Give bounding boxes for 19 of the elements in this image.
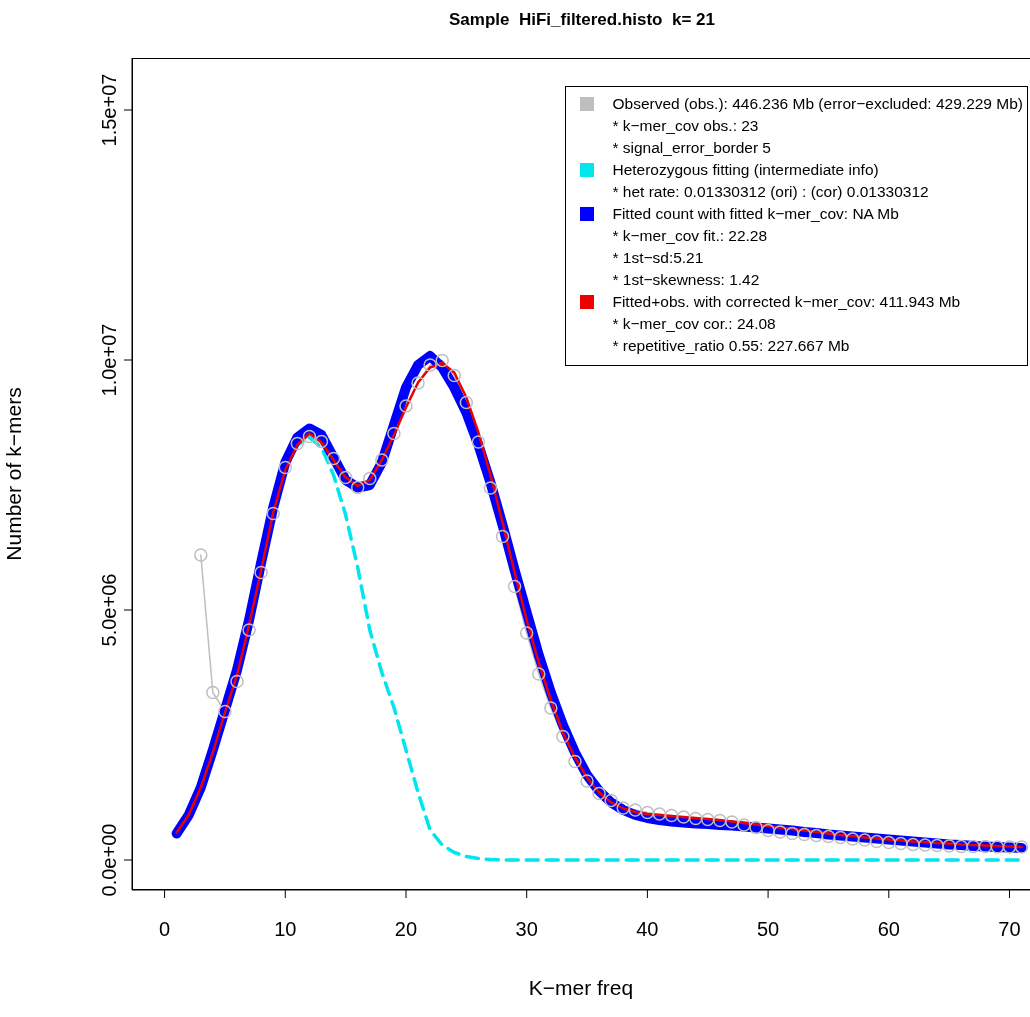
x-tick-label: 20 xyxy=(394,918,418,940)
x-tick-label: 40 xyxy=(636,918,659,940)
y-tick-label: 0.0e+00 xyxy=(98,823,120,897)
x-axis-title: K−mer freq xyxy=(528,976,634,999)
x-tick-label: 0 xyxy=(159,918,171,940)
x-tick-label: 10 xyxy=(274,918,297,940)
x-tick-label: 50 xyxy=(756,918,780,940)
y-tick-label: 1.0e+07 xyxy=(98,323,120,397)
legend-label: Observed (obs.): 446.236 Mb (error−excluded: 429.229 Mb) * k−mer_cov obs.: 23 * signal_error_border 5 xyxy=(612,94,1023,158)
y-tick-label: 5.0e+06 xyxy=(98,573,120,647)
x-tick-label: 60 xyxy=(877,918,900,940)
legend-label: Heterozygous fitting (intermediate info) * het rate: 0.01330312 (ori) : (cor) 0.01330312 xyxy=(612,160,929,202)
x-tick-label: 30 xyxy=(515,918,538,940)
legend-label: Fitted+obs. with corrected k−mer_cov: 411.943 Mb * k−mer_cov cor.: 24.08 * repetitive_ratio 0.55: 227.667 Mb xyxy=(612,292,961,356)
chart-title: Sample HiFi_filtered.histo k= 21 xyxy=(448,10,716,30)
y-axis-title: Number of k−mers xyxy=(2,387,26,561)
x-tick-label: 70 xyxy=(998,918,1021,940)
y-tick-label: 1.5e+07 xyxy=(98,73,120,147)
legend-label: Fitted count with fitted k−mer_cov: NA Mb * k−mer_cov fit.: 22.28 * 1st−sd:5.21 * 1st−skewness: 1.42 xyxy=(612,204,899,290)
